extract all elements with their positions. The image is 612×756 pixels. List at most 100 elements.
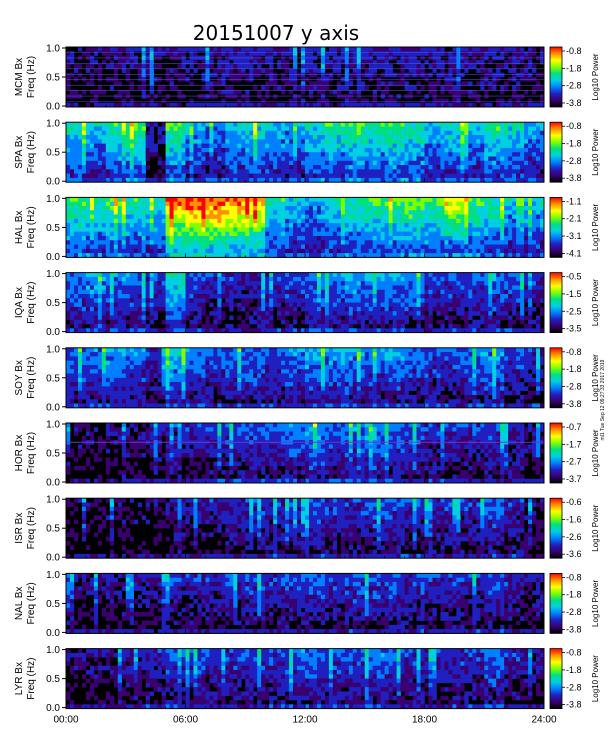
spectrogram-cell [528,98,533,104]
spectrogram-cell [352,98,358,104]
spectrogram-cell [105,160,111,166]
spectrogram-cell [328,160,334,166]
spectrogram-cell [89,197,95,202]
spectrogram-cell [229,68,234,74]
spectrogram-cell [324,218,330,224]
spectrogram-cell [480,85,485,91]
spectrogram-cell [484,173,489,179]
spectrogram-cell [165,177,170,183]
spectrogram-cell [149,143,154,149]
spectrogram-cell [205,160,210,166]
spectrogram-cell [476,177,481,183]
spectrogram-cell [500,89,505,95]
spectrogram-cell [189,294,194,299]
spectrogram-cell [133,306,138,312]
spectrogram-cell [117,89,123,95]
spectrogram-cell [73,281,79,286]
spectrogram-cell [360,248,366,254]
spectrogram-cell [101,240,107,245]
spectrogram-cell [416,205,421,211]
spectrogram-cell [460,143,465,149]
spectrogram-cell [448,89,453,95]
spectrogram-cell [233,173,238,179]
spectrogram-cell [416,122,421,127]
spectrogram-cell [416,210,421,215]
spectrogram-cell [508,143,513,149]
spectrogram-cell [141,248,146,254]
spectrogram-cell [532,197,537,202]
spectrogram-cell [269,68,274,74]
spectrogram-cell [464,160,469,166]
spectrogram-cell [265,197,270,202]
spectrogram-cell [376,173,381,179]
spectrogram-cell [77,64,83,69]
spectrogram-cell [245,214,250,220]
spectrogram-cell [281,130,286,136]
spectrogram-cell [281,253,286,258]
spectrogram-cell [516,85,521,91]
spectrogram-cell [348,130,354,136]
spectrogram-cell [237,177,242,183]
spectrogram-cell [201,244,206,250]
spectrogram-cell [516,248,521,254]
spectrogram-cell [125,306,131,312]
spectrogram-cell [233,231,238,237]
spectrogram-cell [289,214,294,220]
spectrogram-cell [420,139,425,144]
spectrogram-cell [177,294,182,299]
spectrogram-cell [197,201,202,207]
spectrogram-cell [213,47,218,52]
spectrogram-cell [133,156,138,162]
spectrogram-cell [356,77,362,82]
spectrogram-cell [137,272,142,278]
spectrogram-cell [308,47,314,52]
spectrogram-cell [181,94,186,99]
spectrogram-cell [396,197,401,202]
spectrogram-cell [472,169,477,174]
spectrogram-cell [153,227,158,232]
spectrogram-cell [420,240,425,245]
spectrogram-cell [165,130,170,136]
spectrogram-cell [169,235,174,241]
spectrogram-cell [185,126,190,132]
spectrogram-cell [416,214,421,220]
spectrogram-cell [165,160,170,166]
spectrogram-cell [384,72,389,78]
spectrogram-cell [137,223,142,228]
spectrogram-cell [221,135,226,140]
spectrogram-cell [293,253,298,258]
spectrogram-cell [201,223,206,228]
spectrogram-cell [408,160,413,166]
spectrogram-cell [157,218,162,224]
spectrogram-cell [169,47,174,52]
spectrogram-cell [464,51,469,56]
spectrogram-cell [484,156,489,162]
spectrogram-cell [225,253,230,258]
spectrogram-cell [173,197,178,202]
spectrogram-cell [241,139,246,144]
spectrogram-cell [213,214,218,220]
spectrogram-cell [528,64,533,69]
spectrogram-cell [165,197,170,202]
spectrogram-cell [161,240,166,245]
spectrogram-cell [117,289,123,295]
spectrogram-cell [340,248,346,254]
spectrogram-cell [221,160,226,166]
spectrogram-cell [360,139,366,144]
spectrogram-cell [432,240,437,245]
spectrogram-cell [69,272,75,278]
spectrogram-cell [512,253,517,258]
spectrogram-cell [332,210,338,215]
spectrogram-cell [113,173,119,179]
spectrogram-cell [308,152,314,157]
spectrogram-cell [540,177,545,183]
spectrogram-cell [145,72,150,78]
spectrogram-cell [340,152,346,157]
spectrogram-cell [404,85,409,91]
spectrogram-cell [540,240,545,245]
spectrogram-cell [117,94,123,99]
spectrogram-cell [73,218,79,224]
spectrogram-cell [420,177,425,183]
spectrogram-cell [305,139,310,144]
spectrogram-cell [153,205,158,211]
